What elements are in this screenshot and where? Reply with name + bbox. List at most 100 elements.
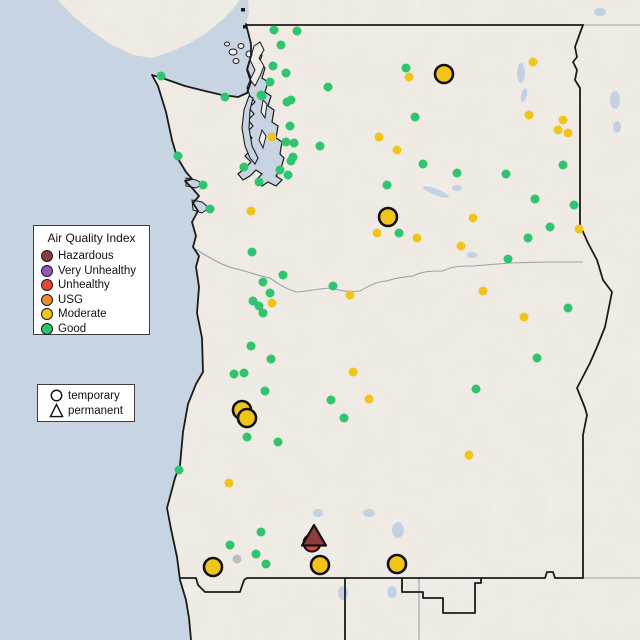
station-good[interactable] <box>256 90 266 100</box>
station-good[interactable] <box>523 233 533 243</box>
station-good[interactable] <box>205 204 215 214</box>
station-good[interactable] <box>545 222 555 232</box>
station-good[interactable] <box>569 200 579 210</box>
station-moderate[interactable] <box>524 110 534 120</box>
station-moderate[interactable] <box>392 145 402 155</box>
aqi-legend-item-unhealthy: Unhealthy <box>34 278 149 293</box>
station-good[interactable] <box>276 40 286 50</box>
station-good[interactable] <box>246 341 256 351</box>
station-moderate[interactable] <box>364 394 374 404</box>
station-hazardous-permanent[interactable] <box>300 523 328 547</box>
station-good[interactable] <box>273 437 283 447</box>
station-moderate[interactable] <box>404 72 414 82</box>
station-good[interactable] <box>323 82 333 92</box>
unhealthy-dot-icon <box>41 279 53 292</box>
station-moderate[interactable] <box>372 228 382 238</box>
station-good[interactable] <box>418 159 428 169</box>
station-good[interactable] <box>220 92 230 102</box>
station-good[interactable] <box>248 296 258 306</box>
station-good[interactable] <box>261 559 271 569</box>
station-moderate[interactable] <box>528 57 538 67</box>
station-good[interactable] <box>242 432 252 442</box>
station-good[interactable] <box>401 63 411 73</box>
station-good[interactable] <box>174 465 184 475</box>
station-good[interactable] <box>328 281 338 291</box>
station-moderate[interactable] <box>348 367 358 377</box>
station-good[interactable] <box>251 549 261 559</box>
station-moderate[interactable] <box>464 450 474 460</box>
station-good[interactable] <box>503 254 513 264</box>
station-good[interactable] <box>225 540 235 550</box>
station-moderate[interactable] <box>246 206 256 216</box>
station-moderate[interactable] <box>267 298 277 308</box>
station-good[interactable] <box>288 152 298 162</box>
station-good[interactable] <box>156 71 166 81</box>
station-good[interactable] <box>265 288 275 298</box>
station-good[interactable] <box>260 386 270 396</box>
station-moderate[interactable] <box>267 132 277 142</box>
hazardous-dot-icon <box>41 250 53 263</box>
station-moderate[interactable] <box>574 224 584 234</box>
station-good[interactable] <box>558 160 568 170</box>
aqi-legend-item-very-unhealthy: Very Unhealthy <box>34 264 149 279</box>
station-good[interactable] <box>266 354 276 364</box>
station-good[interactable] <box>229 369 239 379</box>
station-moderate[interactable] <box>412 233 422 243</box>
station-good[interactable] <box>281 68 291 78</box>
station-moderate[interactable] <box>224 478 234 488</box>
station-moderate[interactable] <box>563 128 573 138</box>
station-good[interactable] <box>563 303 573 313</box>
station-good[interactable] <box>282 97 292 107</box>
station-good[interactable] <box>258 277 268 287</box>
station-moderate-temporary[interactable] <box>386 553 408 575</box>
aqi-legend-label: Hazardous <box>58 250 114 263</box>
station-unknown[interactable] <box>232 554 242 564</box>
station-good[interactable] <box>339 413 349 423</box>
station-good[interactable] <box>289 138 299 148</box>
station-good[interactable] <box>247 247 257 257</box>
station-good[interactable] <box>173 151 183 161</box>
nevada-pocket-border <box>401 577 482 614</box>
station-moderate[interactable] <box>456 241 466 251</box>
station-good[interactable] <box>292 26 302 36</box>
station-good[interactable] <box>501 169 511 179</box>
station-good[interactable] <box>258 308 268 318</box>
station-good[interactable] <box>410 112 420 122</box>
station-good[interactable] <box>285 121 295 131</box>
station-good[interactable] <box>268 61 278 71</box>
station-good[interactable] <box>254 177 264 187</box>
station-good[interactable] <box>530 194 540 204</box>
station-good[interactable] <box>275 165 285 175</box>
station-moderate[interactable] <box>478 286 488 296</box>
station-good[interactable] <box>269 25 279 35</box>
station-good[interactable] <box>326 395 336 405</box>
station-good[interactable] <box>471 384 481 394</box>
station-good[interactable] <box>382 180 392 190</box>
station-good[interactable] <box>315 141 325 151</box>
station-moderate-temporary[interactable] <box>433 63 455 85</box>
station-moderate-temporary[interactable] <box>377 206 399 228</box>
aqi-legend-label: Unhealthy <box>58 279 110 292</box>
station-good[interactable] <box>532 353 542 363</box>
station-good[interactable] <box>239 368 249 378</box>
station-good[interactable] <box>239 162 249 172</box>
station-good[interactable] <box>198 180 208 190</box>
station-good[interactable] <box>265 77 275 87</box>
station-moderate-temporary[interactable] <box>202 556 224 578</box>
station-moderate[interactable] <box>468 213 478 223</box>
station-moderate[interactable] <box>345 290 355 300</box>
station-moderate[interactable] <box>558 115 568 125</box>
station-good[interactable] <box>394 228 404 238</box>
station-moderate[interactable] <box>519 312 529 322</box>
station-moderate[interactable] <box>374 132 384 142</box>
station-moderate-temporary[interactable] <box>309 554 331 576</box>
station-good[interactable] <box>283 170 293 180</box>
station-good[interactable] <box>254 301 264 311</box>
station-good[interactable] <box>281 137 291 147</box>
station-moderate[interactable] <box>553 125 563 135</box>
station-good[interactable] <box>452 168 462 178</box>
station-good[interactable] <box>278 270 288 280</box>
station-good[interactable] <box>256 527 266 537</box>
station-moderate-temporary[interactable] <box>236 407 258 429</box>
